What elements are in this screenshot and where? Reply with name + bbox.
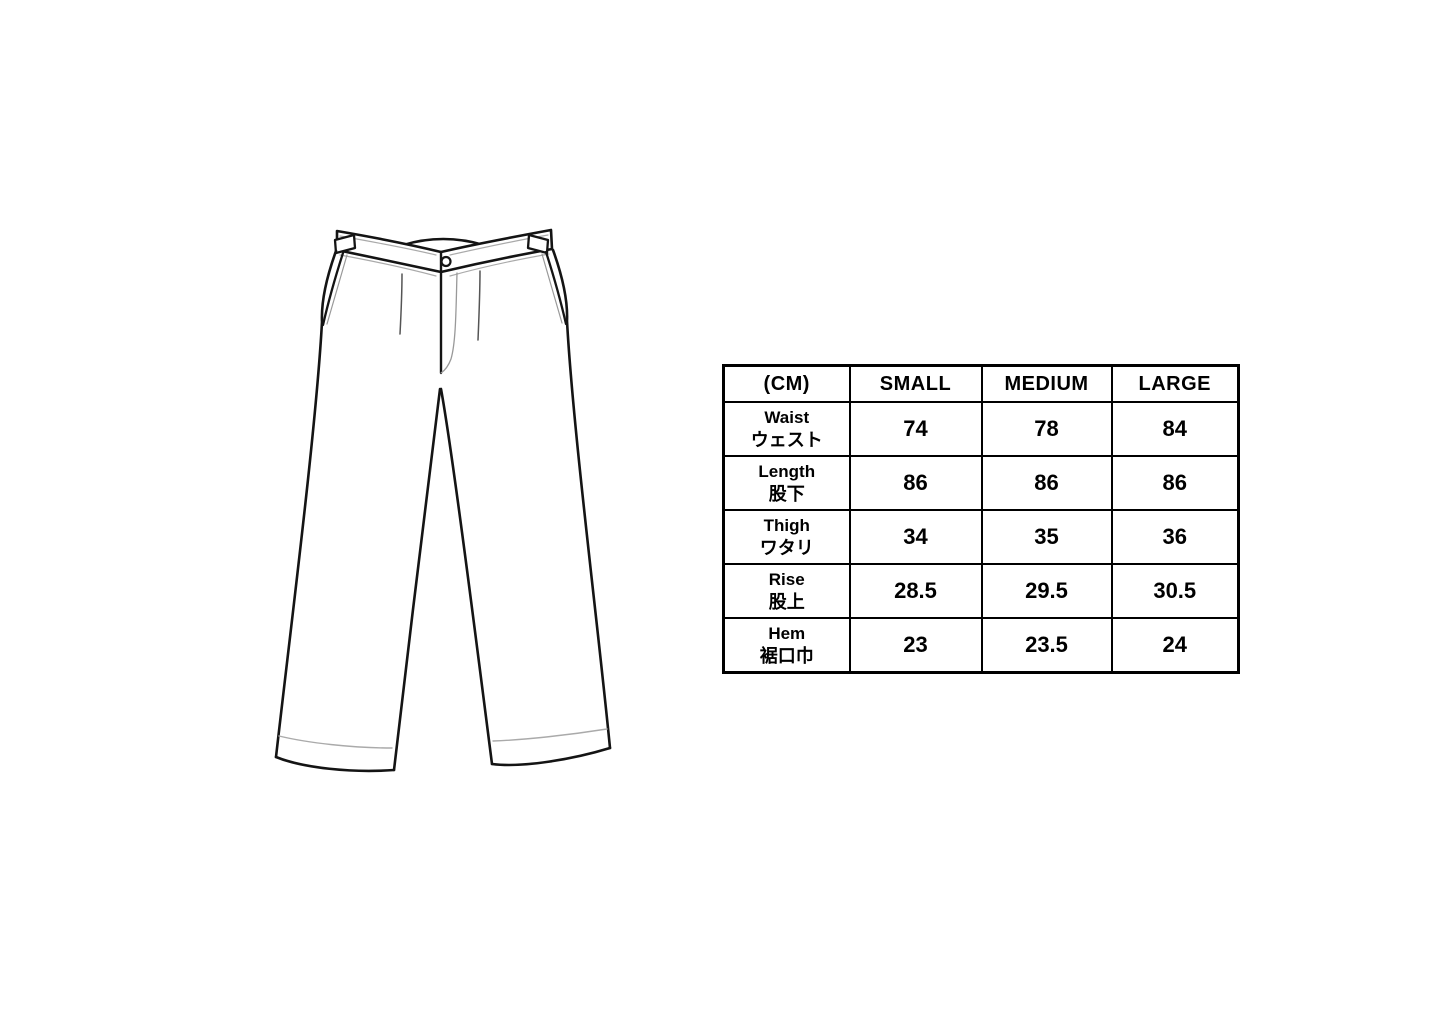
col-header-large: LARGE [1110, 364, 1240, 403]
header-row: (CM) SMALL MEDIUM LARGE [722, 364, 1240, 403]
table-row-waist: Waist ウェスト 74 78 84 [722, 401, 1240, 457]
fly-j-stitch [440, 272, 458, 374]
cell-waist-medium: 78 [980, 401, 1113, 457]
table-row-thigh: Thigh ワタリ 34 35 36 [722, 509, 1240, 565]
left-inseam [392, 387, 442, 772]
table-row-length: Length 股下 86 86 86 [722, 455, 1240, 511]
cell-waist-small: 74 [848, 401, 983, 457]
cell-length-medium: 86 [980, 455, 1113, 511]
row-label-hem-en: Hem [768, 624, 806, 643]
row-label-waist-ja: ウェスト [750, 430, 823, 450]
row-label-rise: Rise 股上 [722, 563, 851, 619]
table-row-rise: Rise 股上 28.5 29.5 30.5 [722, 563, 1240, 619]
front-pleats [399, 270, 481, 341]
row-label-waist: Waist ウェスト [722, 401, 851, 457]
col-header-medium: MEDIUM [980, 364, 1113, 403]
row-label-rise-en: Rise [768, 570, 805, 589]
row-label-waist-en: Waist [764, 408, 810, 427]
row-label-length-en: Length [758, 462, 816, 481]
waistband [335, 228, 554, 274]
cell-hem-small: 23 [848, 617, 983, 674]
row-label-length: Length 股下 [722, 455, 851, 511]
cell-thigh-small: 34 [848, 509, 983, 565]
size-chart-table: (CM) SMALL MEDIUM LARGE Waist ウェスト 74 78… [722, 364, 1240, 674]
cell-rise-small: 28.5 [848, 563, 983, 619]
cell-rise-medium: 29.5 [980, 563, 1113, 619]
cell-thigh-medium: 35 [980, 509, 1113, 565]
cell-rise-large: 30.5 [1110, 563, 1240, 619]
row-label-length-ja: 股下 [768, 484, 805, 504]
waist-button [440, 255, 452, 268]
left-hem-edge [274, 755, 396, 773]
right-outer-seam [551, 248, 612, 750]
left-pocket [321, 251, 348, 327]
cell-thigh-large: 36 [1110, 509, 1240, 565]
col-header-small: SMALL [848, 364, 983, 403]
row-label-hem-ja: 裾口巾 [759, 646, 814, 666]
cell-hem-medium: 23.5 [980, 617, 1113, 674]
waistband-back-edge [401, 237, 486, 247]
unit-header-cell: (CM) [722, 364, 851, 403]
cell-hem-large: 24 [1110, 617, 1240, 674]
hem-cuff-stitch-lines [278, 728, 608, 749]
row-label-hem: Hem 裾口巾 [722, 617, 851, 674]
row-label-thigh: Thigh ワタリ [722, 509, 851, 565]
right-hem-edge [490, 746, 612, 767]
table-row-hem: Hem 裾口巾 23 23.5 24 [722, 617, 1240, 674]
cell-length-small: 86 [848, 455, 983, 511]
left-adjuster-tab [333, 233, 357, 255]
right-pocket [541, 250, 568, 326]
right-inseam [439, 387, 494, 766]
left-outer-seam [274, 249, 338, 759]
cell-waist-large: 84 [1110, 401, 1240, 457]
row-label-thigh-en: Thigh [763, 516, 810, 535]
row-label-thigh-ja: ワタリ [759, 538, 814, 558]
row-label-rise-ja: 股上 [768, 592, 805, 612]
cell-length-large: 86 [1110, 455, 1240, 511]
